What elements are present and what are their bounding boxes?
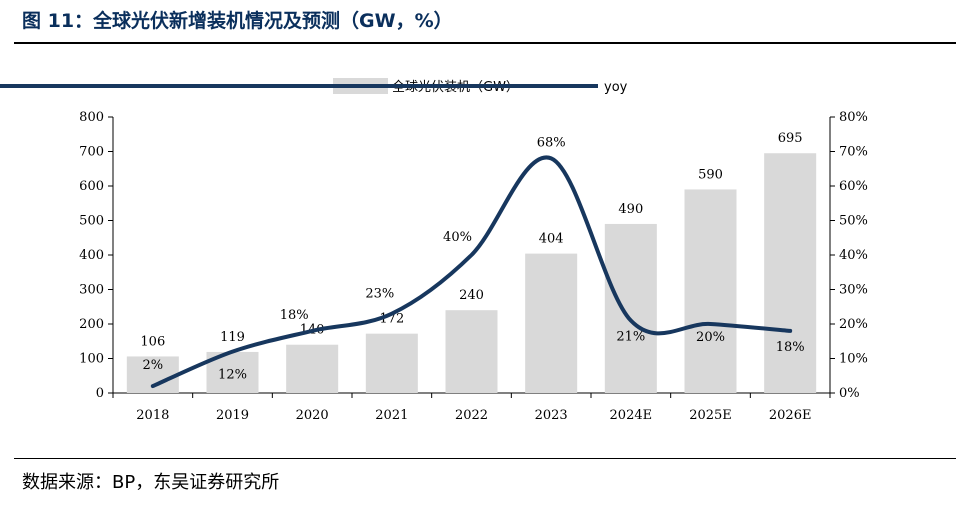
bar [764, 153, 817, 393]
bar-value-label: 404 [539, 232, 564, 247]
right-tick-label: 0% [839, 386, 860, 401]
yoy-value-label: 18% [280, 308, 309, 323]
yoy-value-label: 40% [443, 230, 472, 245]
yoy-line-group [150, 155, 793, 389]
yoy-value-label: 68% [537, 135, 566, 150]
left-tick-label: 0 [96, 386, 104, 401]
yoy-value-label: 12% [218, 368, 247, 383]
x-tick-label: 2018 [136, 408, 169, 423]
bar [286, 344, 339, 393]
right-tick-label: 80% [839, 110, 868, 125]
right-tick-label: 70% [839, 145, 868, 160]
right-tick-label: 50% [839, 214, 868, 229]
top-rule [14, 42, 956, 44]
bar [604, 223, 657, 393]
bar-value-label: 119 [220, 330, 245, 345]
x-tick-label: 2025E [689, 408, 732, 423]
right-tick-label: 10% [839, 352, 868, 367]
bar-value-label: 106 [140, 334, 165, 349]
right-tick-label: 40% [839, 248, 868, 263]
left-tick-label: 100 [79, 352, 104, 367]
yoy-value-label: 23% [365, 287, 394, 302]
bar-value-label: 695 [778, 131, 803, 146]
yoy-value-label: 21% [616, 330, 645, 345]
left-tick-label: 200 [79, 317, 104, 332]
left-tick-label: 400 [79, 248, 104, 263]
right-tick-label: 20% [839, 317, 868, 332]
right-tick-label: 30% [839, 283, 868, 298]
yoy-value-label: 20% [696, 330, 725, 345]
x-tick-label: 2021 [375, 408, 408, 423]
x-tick-label: 2022 [455, 408, 488, 423]
yoy-line [150, 155, 793, 389]
bar-value-label: 490 [618, 202, 643, 217]
bar [445, 310, 498, 393]
bar [525, 253, 578, 393]
x-tick-label: 2026E [769, 408, 812, 423]
left-tick-label: 300 [79, 283, 104, 298]
x-tick-label: 2019 [216, 408, 249, 423]
bar-value-label: 240 [459, 288, 484, 303]
bars [126, 153, 817, 393]
x-tick-label: 2020 [296, 408, 329, 423]
right-tick-label: 60% [839, 179, 868, 194]
yoy-value-label: 18% [776, 340, 805, 355]
bar [684, 189, 737, 393]
left-tick-label: 600 [79, 179, 104, 194]
legend-line-label: yoy [604, 80, 628, 95]
yoy-value-label: 2% [143, 358, 164, 373]
figure-title: 图 11：全球光伏新增装机情况及预测（GW，%） [22, 10, 453, 32]
bottom-rule [14, 458, 956, 459]
left-tick-label: 500 [79, 214, 104, 229]
source-note: 数据来源：BP，东吴证券研究所 [22, 472, 280, 493]
bar-value-label: 590 [698, 167, 723, 182]
left-tick-label: 800 [79, 110, 104, 125]
x-tick-label: 2023 [535, 408, 568, 423]
line-labels: 2% 12% 18% 23% 40% 68% 21% 20% 18% [143, 135, 805, 382]
legend: 全球光伏装机（GW） yoy [0, 78, 628, 95]
axes: 0 100 200 300 400 500 600 700 800 0% 10% 20% 30% 40% 5… [79, 110, 868, 423]
left-tick-label: 700 [79, 145, 104, 160]
bar [365, 333, 418, 393]
x-tick-label: 2024E [610, 408, 653, 423]
